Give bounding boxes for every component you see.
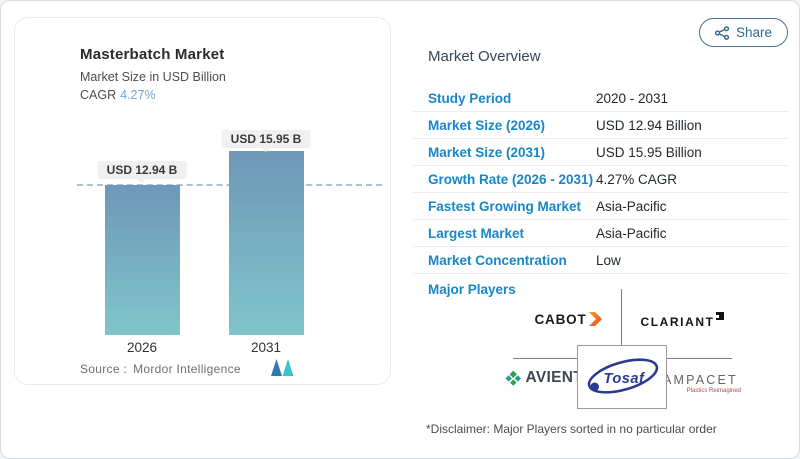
source-value: Mordor Intelligence: [133, 362, 241, 376]
table-row: Market Size (2026) USD 12.94 Billion: [413, 112, 789, 139]
row-value: Asia-Pacific: [596, 198, 667, 214]
share-button[interactable]: Share: [699, 18, 789, 47]
x-tick-2031: 2031: [250, 340, 282, 355]
bar-2031: [229, 151, 304, 335]
bar-value-label-2026: USD 12.94 B: [97, 161, 187, 179]
avient-logo: AVIENT: [505, 369, 583, 387]
chart-subtitle: Market Size in USD Billion: [80, 70, 226, 84]
table-row: Largest Market Asia-Pacific: [413, 220, 789, 247]
row-label: Fastest Growing Market: [428, 198, 582, 214]
disclaimer-text: *Disclaimer: Major Players sorted in no …: [426, 422, 717, 436]
avient-logo-text: AVIENT: [525, 369, 583, 386]
table-row: Market Size (2031) USD 15.95 Billion: [413, 139, 789, 166]
tosaf-logo-box: Tosaf: [577, 345, 667, 409]
x-tick-2026: 2026: [126, 340, 158, 355]
row-value: Asia-Pacific: [596, 225, 667, 241]
players-grid-vertical-divider: [621, 289, 622, 346]
table-row: Study Period 2020 - 2031: [413, 85, 789, 112]
row-label: Market Size (2031): [428, 144, 546, 160]
table-row: Fastest Growing Market Asia-Pacific: [413, 193, 789, 220]
cagr-value: 4.27%: [120, 88, 156, 102]
avient-diamond-icon: [505, 370, 522, 386]
table-row: Market Concentration Low: [413, 247, 789, 274]
row-value: Low: [596, 252, 621, 268]
share-button-label: Share: [736, 25, 773, 40]
row-label: Growth Rate (2026 - 2031): [428, 171, 594, 187]
overview-table: Study Period 2020 - 2031 Market Size (20…: [413, 85, 789, 274]
source-label: Source :: [80, 362, 128, 376]
chart-card: Masterbatch Market Market Size in USD Bi…: [14, 17, 391, 385]
clariant-square-icon: [715, 312, 724, 320]
bar-value-label-2031: USD 15.95 B: [221, 130, 311, 148]
source-line: Source : Mordor Intelligence: [80, 362, 241, 376]
row-label: Study Period: [428, 90, 512, 106]
row-label: Market Size (2026): [428, 117, 546, 133]
chart-title: Masterbatch Market: [80, 46, 225, 63]
row-label: Largest Market: [428, 225, 525, 241]
row-value: USD 12.94 Billion: [596, 117, 702, 133]
bar-2026: [105, 185, 180, 335]
ampacet-tagline: Plastics Reimagined: [686, 388, 741, 394]
cabot-logo: CABOT: [525, 312, 611, 327]
overview-title: Market Overview: [428, 48, 541, 65]
cagr-line: CAGR 4.27%: [80, 88, 156, 102]
ampacet-logo: AMPACET Plastics Reimagined: [663, 373, 741, 394]
mordor-intelligence-logo-icon: [271, 359, 294, 376]
row-label: Market Concentration: [428, 252, 567, 268]
cagr-label: CAGR: [80, 88, 117, 102]
players-grid-horizontal-divider-left: [513, 358, 577, 359]
row-value: 2020 - 2031: [596, 90, 669, 106]
share-icon: [715, 25, 729, 40]
ampacet-logo-text: AMPACET: [663, 373, 738, 387]
clariant-logo: CLARIANT: [637, 312, 727, 331]
major-players-label: Major Players: [428, 282, 516, 297]
table-row: Growth Rate (2026 - 2031) 4.27% CAGR: [413, 166, 789, 193]
cabot-chevron-icon: [588, 312, 602, 326]
tosaf-logo: Tosaf: [587, 358, 659, 394]
clariant-logo-text: CLARIANT: [640, 315, 715, 329]
tosaf-logo-text: Tosaf: [603, 371, 646, 387]
cabot-logo-text: CABOT: [534, 312, 587, 327]
row-value: 4.27% CAGR: [596, 171, 678, 187]
players-grid-horizontal-divider-right: [666, 358, 732, 359]
row-value: USD 15.95 Billion: [596, 144, 702, 160]
